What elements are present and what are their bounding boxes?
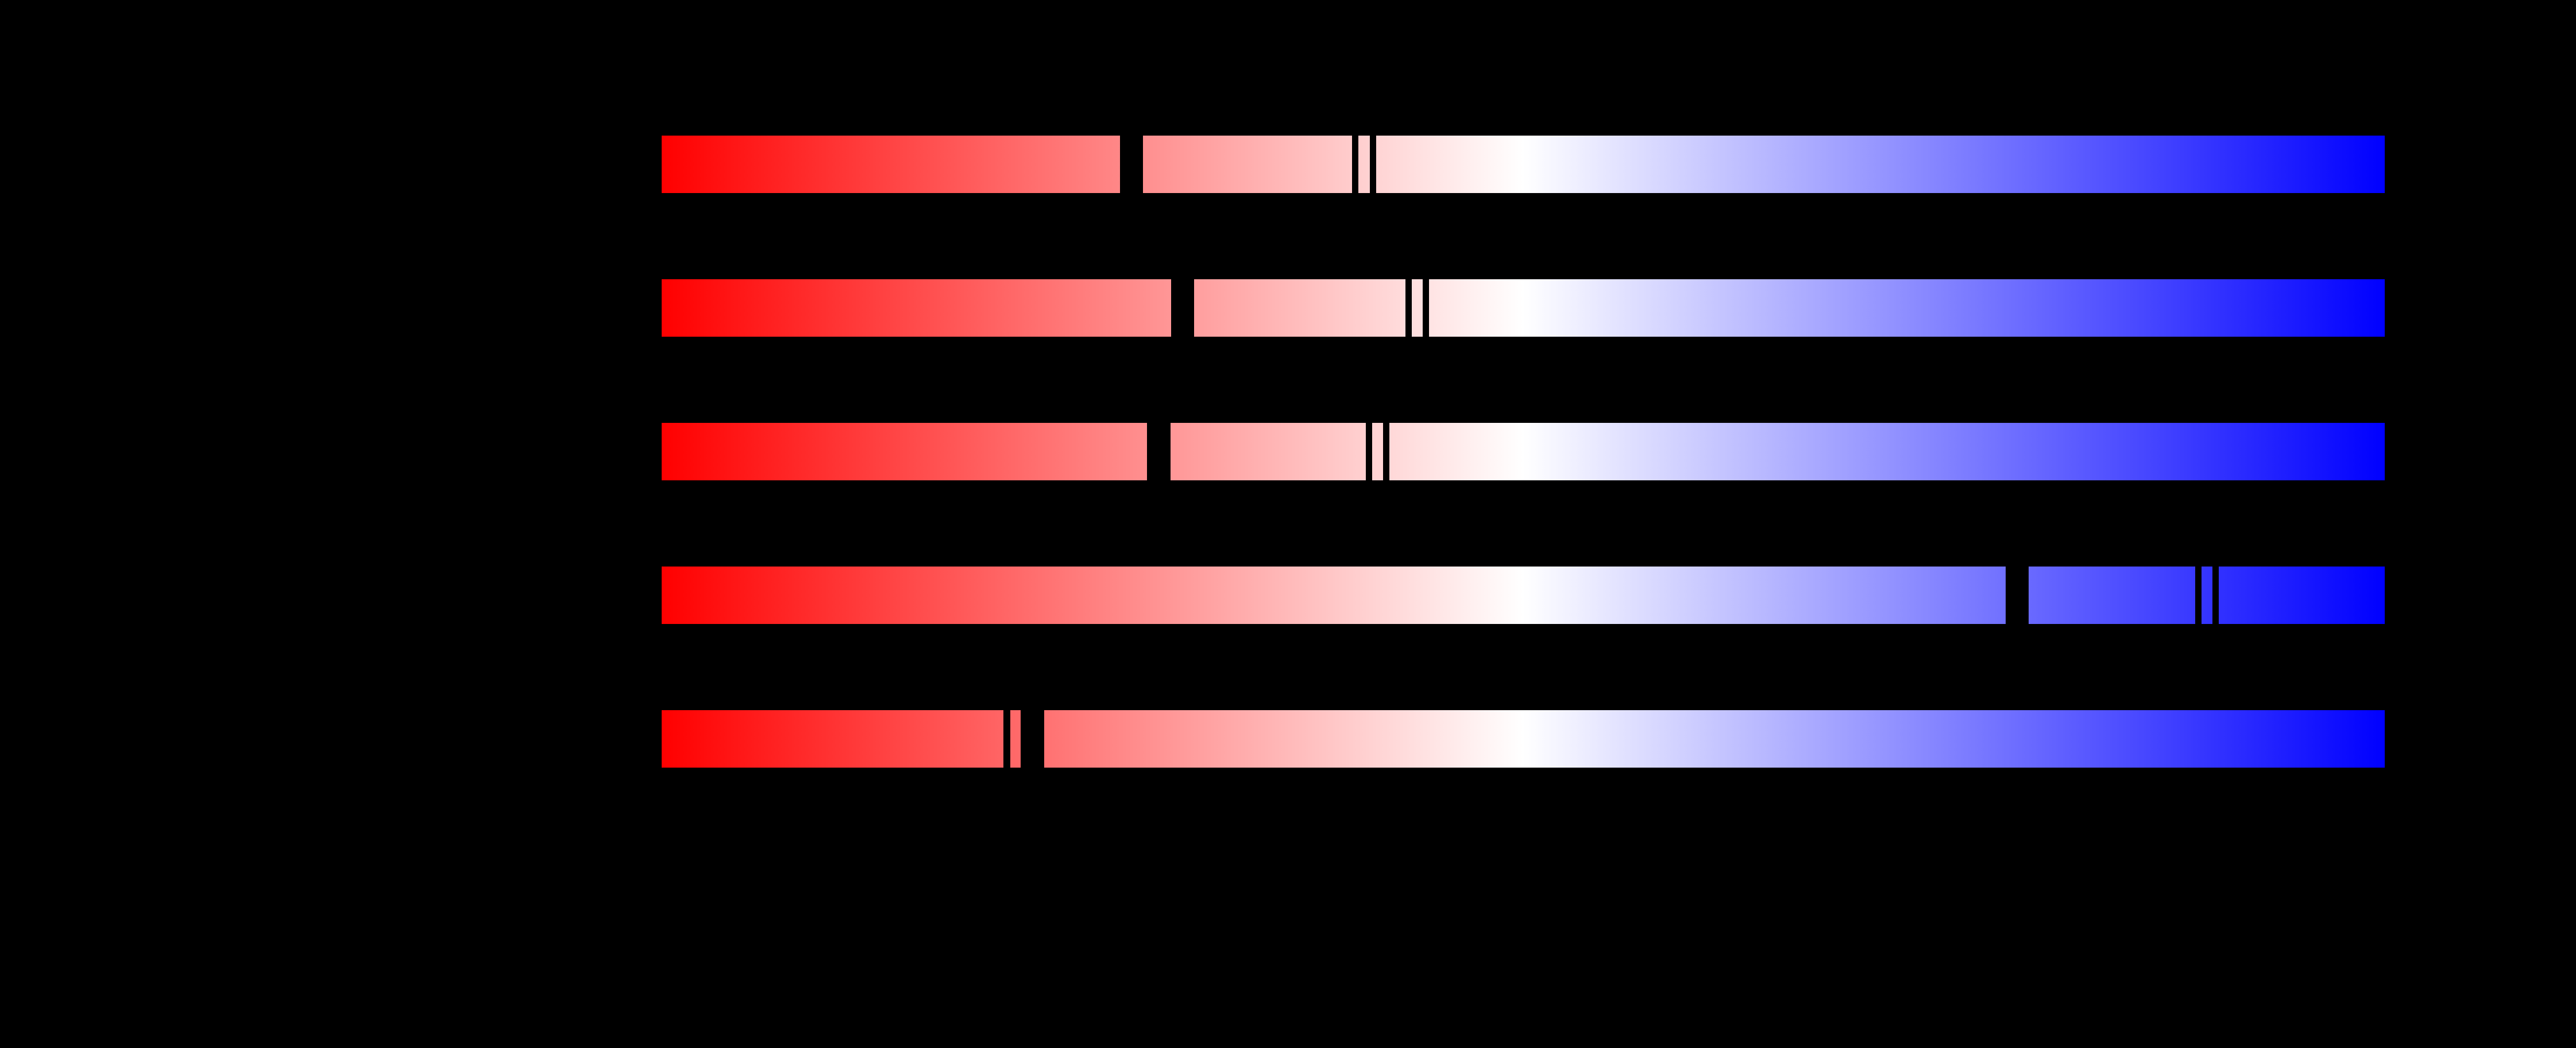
gradient-bar-row-2	[662, 279, 2385, 337]
gradient-bar-row-5	[662, 710, 2385, 768]
marker-line-thick	[1120, 136, 1143, 193]
red-blue-gradient-bar	[662, 136, 2385, 193]
red-blue-gradient-bar	[662, 279, 2385, 337]
marker-line-thin	[1382, 423, 1389, 480]
marker-line-thick	[1171, 279, 1194, 337]
red-blue-gradient-bar	[662, 423, 2385, 480]
marker-line-thin	[1365, 423, 1372, 480]
marker-line-thin	[1003, 710, 1010, 768]
red-blue-gradient-bar	[662, 567, 2385, 624]
gradient-bar-row-1	[662, 136, 2385, 193]
marker-line-thin	[1369, 136, 1376, 193]
marker-line-thin	[2212, 567, 2219, 624]
marker-line-thick	[1020, 710, 1044, 768]
red-blue-gradient-bar	[662, 710, 2385, 768]
marker-line-thick	[1146, 423, 1171, 480]
marker-line-thin	[1405, 279, 1412, 337]
marker-line-thin	[2195, 567, 2202, 624]
gradient-bar-row-3	[662, 423, 2385, 480]
marker-line-thin	[1351, 136, 1358, 193]
gradient-bar-row-4	[662, 567, 2385, 624]
marker-line-thin	[1422, 279, 1429, 337]
marker-line-thick	[2006, 567, 2029, 624]
